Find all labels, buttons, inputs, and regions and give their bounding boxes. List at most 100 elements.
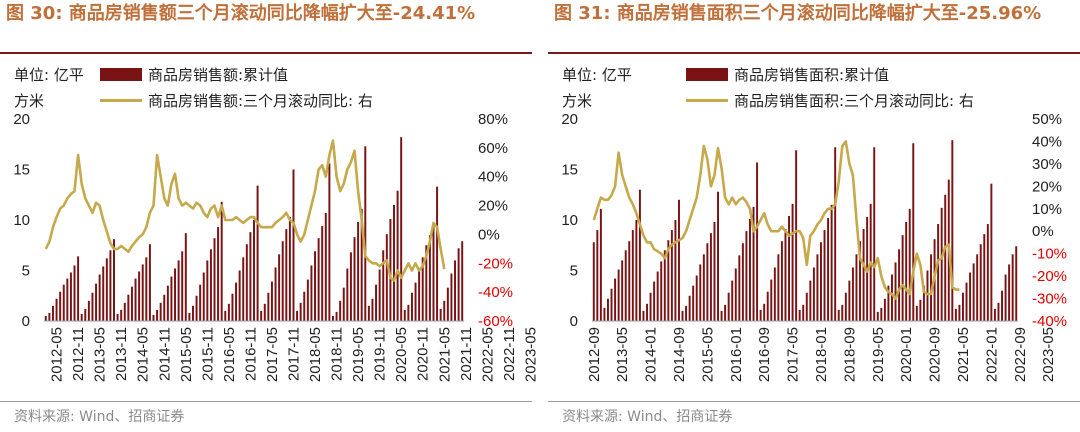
legend-item-bar: 商品房销售面积:累计值	[686, 61, 974, 87]
bar	[461, 241, 464, 321]
bar	[436, 186, 439, 321]
bar	[944, 194, 947, 321]
source-note: 资料来源: Wind、招商证券	[562, 409, 733, 425]
bar	[410, 292, 413, 321]
bar	[798, 309, 801, 321]
y-left-tick-label: 15	[13, 162, 30, 179]
bar	[181, 251, 184, 321]
bar	[213, 238, 216, 321]
legend-label-line: 商品房销售额:三个月滚动同比: 右	[148, 91, 373, 110]
bar	[759, 309, 762, 321]
bar	[724, 304, 727, 321]
bar	[123, 302, 126, 321]
bar	[656, 271, 659, 321]
bar	[62, 284, 65, 321]
bar	[681, 310, 684, 321]
bar	[642, 310, 645, 321]
bar	[206, 260, 209, 321]
bar	[997, 302, 1000, 321]
bar	[69, 272, 72, 321]
chart-title: 图 30: 商品房销售额三个月滚动同比降幅扩大至-24.41%	[6, 3, 476, 24]
bar	[908, 208, 911, 321]
bar	[260, 310, 263, 321]
bar	[396, 190, 399, 321]
legend: 商品房销售面积:累计值 商品房销售面积:三个月滚动同比: 右	[686, 61, 974, 113]
legend-item-line: 商品房销售额:三个月滚动同比: 右	[100, 87, 373, 113]
x-tick-label: 2019-05	[870, 327, 887, 382]
bar	[105, 258, 108, 321]
bar	[87, 300, 90, 321]
bar	[367, 305, 370, 321]
x-tick-label: 2021-11	[458, 327, 475, 381]
x-tick-label: 2016-09	[756, 327, 773, 382]
bar	[741, 243, 744, 321]
y-right-tick-label: 60%	[478, 140, 508, 157]
bar	[389, 218, 392, 321]
y-right-tick-label: -60%	[478, 313, 513, 330]
x-tick-label: 2021-05	[436, 327, 453, 382]
bar	[745, 231, 748, 321]
bar	[59, 291, 62, 321]
bar	[66, 278, 69, 321]
y-right-tick-label: -20%	[1032, 268, 1067, 285]
bar	[134, 278, 137, 321]
bar	[95, 283, 98, 321]
bar	[823, 230, 826, 321]
bar	[624, 250, 627, 321]
bar	[235, 282, 238, 321]
x-tick-label: 2019-11	[372, 327, 389, 381]
bar	[731, 280, 734, 321]
bar	[127, 294, 130, 321]
bar	[990, 183, 993, 321]
y-right-tick-label: 0%	[1032, 223, 1054, 240]
bar	[80, 313, 83, 321]
x-tick-label: 2013-11	[113, 327, 130, 381]
bar	[324, 212, 327, 321]
bar	[191, 305, 194, 321]
bar	[660, 261, 663, 321]
bar	[1011, 254, 1014, 321]
bar	[685, 305, 688, 321]
y-left-tick-label: 0	[570, 313, 578, 330]
bar	[209, 249, 212, 321]
bar	[346, 268, 349, 321]
bar	[855, 254, 858, 321]
bar	[958, 304, 961, 321]
bar	[599, 208, 602, 321]
bar	[802, 304, 805, 321]
bar	[270, 281, 273, 321]
x-tick-label: 2020-11	[415, 327, 432, 381]
unit-label: 单位: 亿平方米	[562, 66, 632, 110]
bar	[773, 267, 776, 321]
line-series	[44, 139, 446, 282]
bar	[170, 276, 173, 321]
bar	[141, 264, 144, 321]
bar	[102, 266, 105, 321]
bar	[331, 315, 334, 321]
x-tick-label: 2022-05	[479, 327, 496, 382]
bar	[926, 270, 929, 321]
bar	[713, 222, 716, 321]
x-tick-label: 2023-05	[522, 327, 539, 382]
bar	[791, 203, 794, 321]
bar	[138, 271, 141, 321]
x-tick-label: 2015-05	[699, 327, 716, 382]
x-tick-label: 2022-09	[1012, 327, 1029, 382]
bar	[635, 220, 638, 321]
y-right-tick-label: 30%	[1032, 156, 1062, 173]
bar	[339, 300, 342, 321]
bar	[199, 284, 202, 321]
y-left-tick-label: 10	[561, 212, 578, 229]
bar	[382, 250, 385, 321]
x-tick-label: 2021-05	[955, 327, 972, 382]
y-right-tick-label: 20%	[478, 198, 508, 215]
bar	[972, 263, 975, 321]
bar	[862, 229, 865, 321]
combo-chart-sales-amount: 0 5 10 15 20 -60% -40% -20% 0% 20% 40% 60% 80% 2012-0…	[13, 111, 539, 382]
line-swatch-icon	[100, 98, 142, 102]
bar	[692, 285, 695, 321]
bar	[163, 294, 166, 321]
bar	[418, 269, 421, 321]
bar	[152, 314, 155, 321]
y-right-tick-label: 0%	[478, 226, 500, 243]
